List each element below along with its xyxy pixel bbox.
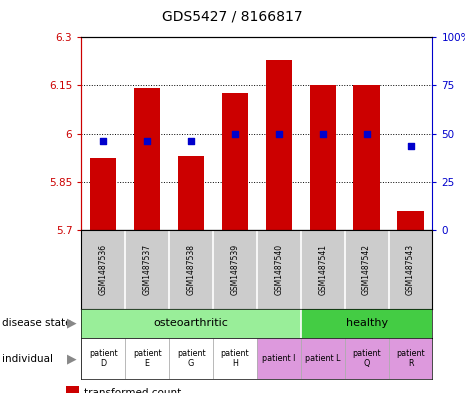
Bar [169,338,213,379]
Text: GSM1487541: GSM1487541 [318,244,327,295]
Bar [81,338,125,379]
Bar [301,338,345,379]
Text: GSM1487537: GSM1487537 [143,244,152,295]
Text: GSM1487542: GSM1487542 [362,244,371,295]
Point [363,130,370,137]
Text: patient
D: patient D [89,349,118,368]
Point [231,131,239,138]
Point [144,138,151,144]
Text: GSM1487536: GSM1487536 [99,244,108,295]
Bar [310,85,336,230]
Bar [257,338,301,379]
Text: GDS5427 / 8166817: GDS5427 / 8166817 [162,10,303,24]
Bar [81,309,301,338]
Bar [389,338,432,379]
Text: GSM1487538: GSM1487538 [186,244,196,295]
Text: individual: individual [2,354,53,364]
Bar [301,309,432,338]
Bar [397,211,424,230]
Text: GSM1487540: GSM1487540 [274,244,283,295]
Text: GSM1487543: GSM1487543 [406,244,415,295]
Text: patient L: patient L [305,354,340,363]
Bar [90,158,116,230]
Text: ▶: ▶ [67,317,77,330]
Text: patient
E: patient E [133,349,161,368]
Text: healthy: healthy [345,318,388,328]
Bar [213,338,257,379]
Point [275,130,283,137]
Point [319,130,326,137]
Bar [66,386,79,393]
Point [187,138,195,144]
Text: patient
R: patient R [396,349,425,368]
Point [100,138,107,145]
Bar [178,156,204,230]
Bar [353,85,380,230]
Bar [222,92,248,230]
Bar [345,338,389,379]
Text: patient
Q: patient Q [352,349,381,368]
Text: transformed count: transformed count [84,388,181,393]
Text: disease state: disease state [2,318,72,328]
Text: GSM1487539: GSM1487539 [231,244,239,295]
Point [407,143,414,150]
Bar [266,61,292,230]
Text: osteoarthritic: osteoarthritic [153,318,228,328]
Text: patient
H: patient H [221,349,249,368]
Text: ▶: ▶ [67,352,77,365]
Text: patient I: patient I [262,354,296,363]
Bar [125,338,169,379]
Bar [134,88,160,230]
Text: patient
G: patient G [177,349,206,368]
